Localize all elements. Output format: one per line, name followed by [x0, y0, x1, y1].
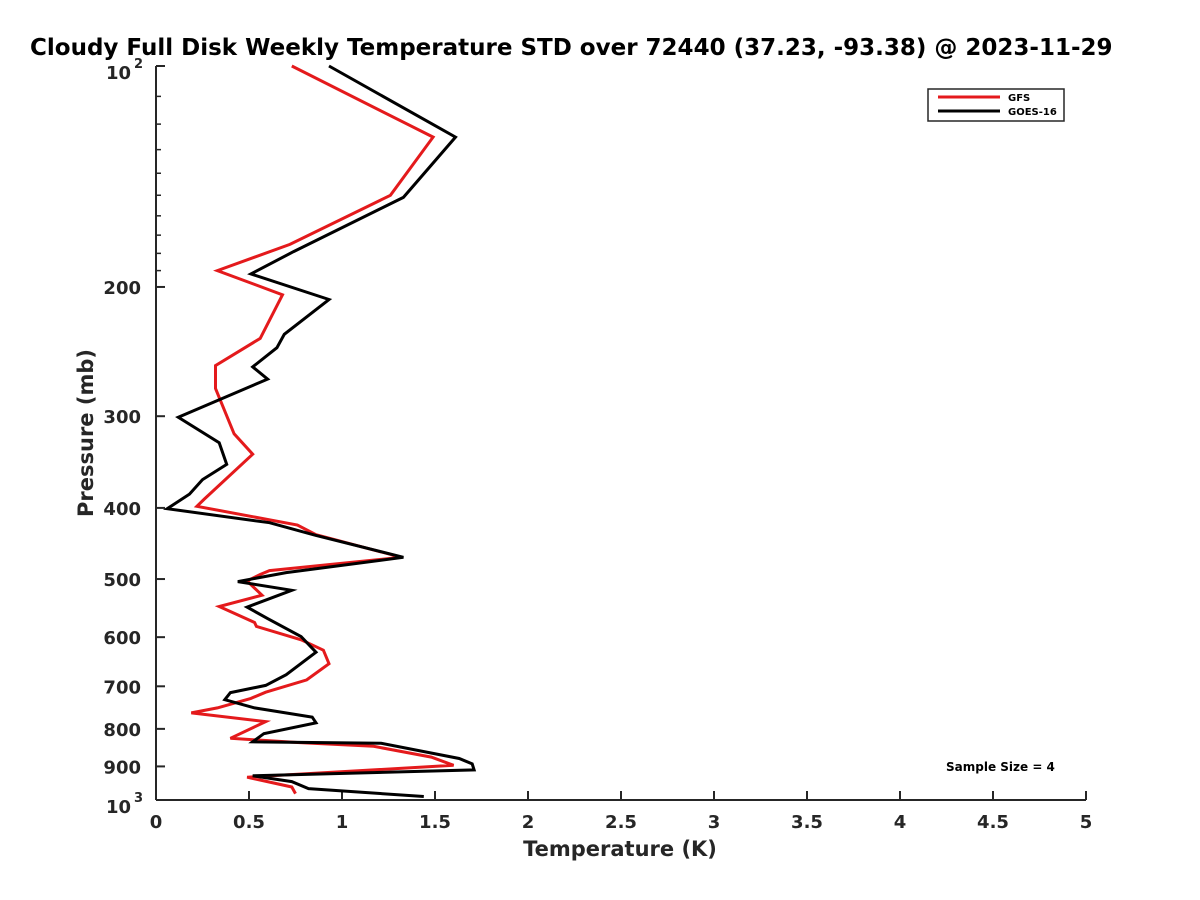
legend-box [927, 88, 1065, 122]
x-tick-label: 4 [894, 812, 907, 833]
series-line-goes16 [163, 64, 477, 798]
x-axis-label: Temperature (K) [523, 837, 717, 861]
chart-title: Cloudy Full Disk Weekly Temperature STD … [30, 35, 1113, 61]
x-tick-label: 1.5 [419, 812, 451, 833]
x-tick-label: 3.5 [791, 812, 823, 833]
x-tick-label: 2.5 [605, 812, 637, 833]
y-axis-label: Pressure (mb) [74, 349, 98, 517]
series-line-gfs [191, 64, 455, 795]
legend-entry: GFS [1008, 93, 1030, 104]
x-tick-label: 3 [708, 812, 721, 833]
y-tick-label: 200 [103, 278, 141, 299]
x-tick-label: 0 [150, 812, 163, 833]
y-tick-label: 10 [106, 797, 131, 818]
y-tick-label-exponent: 3 [134, 791, 143, 806]
y-tick-label: 10 [106, 63, 131, 84]
y-tick-label: 300 [103, 407, 141, 428]
legend-entry: GOES-16 [1008, 107, 1057, 118]
x-tick-label: 0.5 [233, 812, 265, 833]
y-tick-label: 900 [103, 757, 141, 778]
x-tick-label: 5 [1080, 812, 1093, 833]
y-tick-label: 400 [103, 499, 141, 520]
y-tick-label: 500 [103, 570, 141, 591]
y-tick-label-exponent: 2 [134, 57, 143, 72]
legend: GFS GOES-16 [927, 88, 1065, 122]
x-tick-label: 1 [336, 812, 349, 833]
x-tick-label: 2 [522, 812, 535, 833]
plot-area: 0 0.5 1 1.5 2 2.5 3 3.5 4 4.5 510 22003004005006007… [103, 57, 1092, 833]
y-tick-label: 600 [103, 628, 141, 649]
y-tick-label: 800 [103, 720, 141, 741]
x-tick-label: 4.5 [977, 812, 1009, 833]
sample-size-annotation: Sample Size = 4 [946, 760, 1055, 774]
y-tick-label: 700 [103, 677, 141, 698]
